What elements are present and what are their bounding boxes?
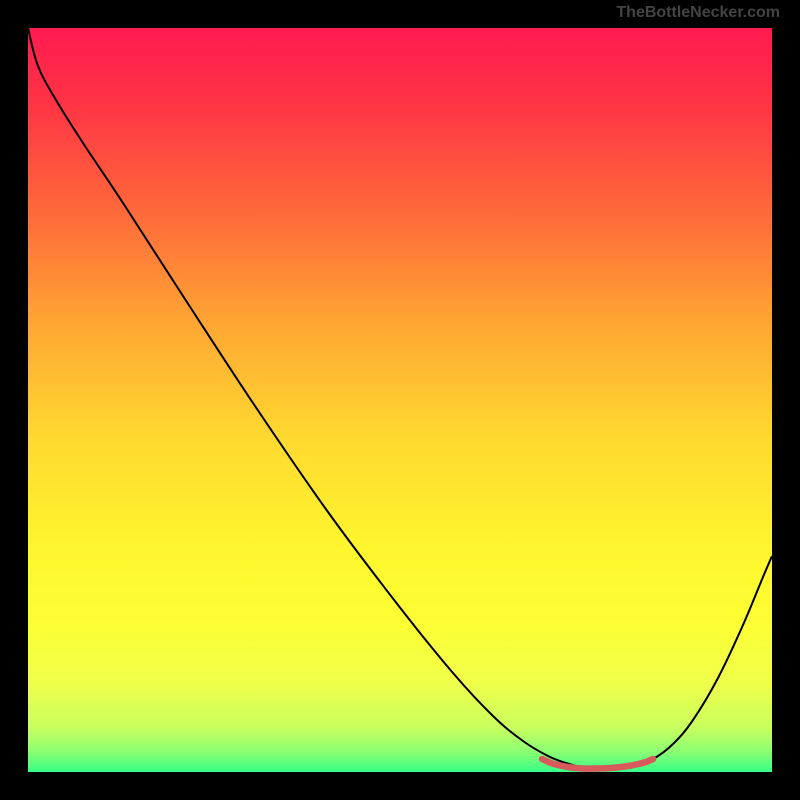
- curve-layer: [28, 28, 772, 772]
- chart-plot-area: [28, 28, 772, 772]
- watermark-text: TheBottleNecker.com: [616, 4, 780, 22]
- main-curve: [28, 28, 772, 768]
